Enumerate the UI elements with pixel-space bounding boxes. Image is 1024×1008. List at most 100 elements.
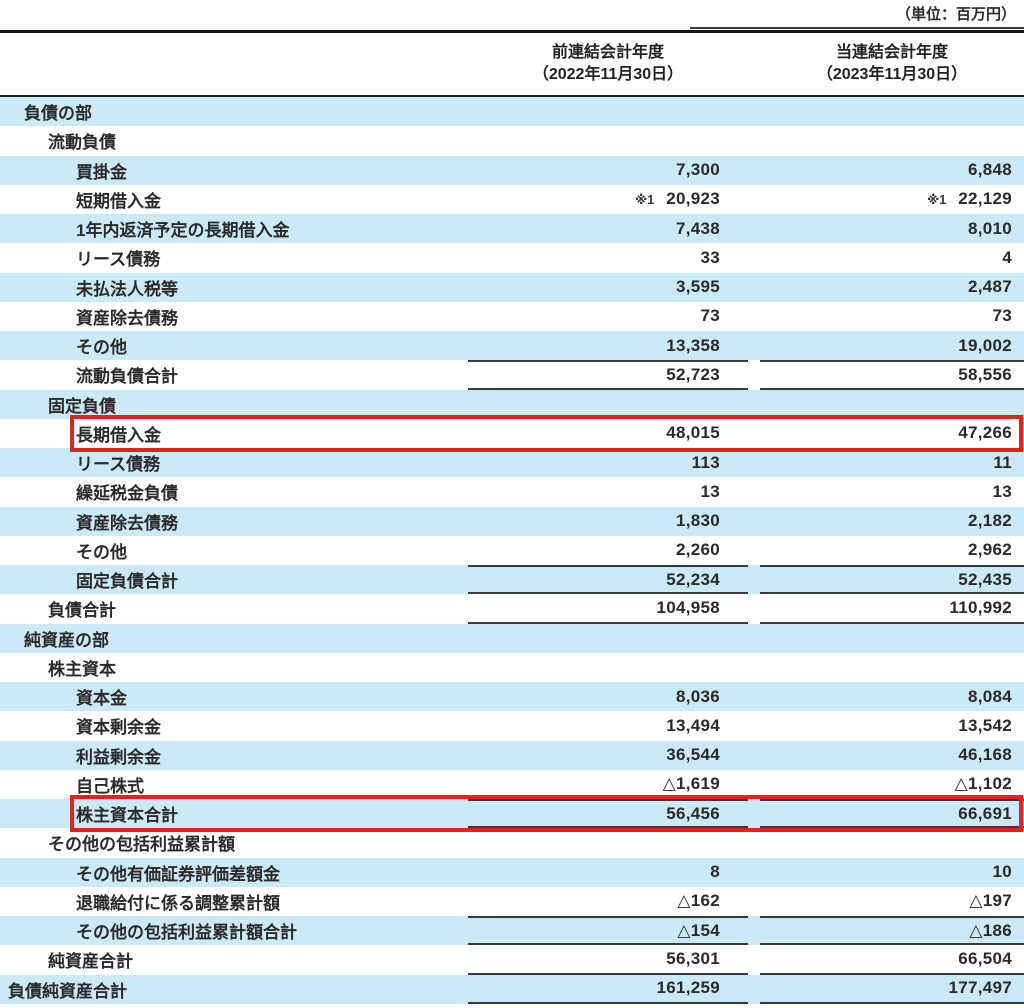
row-label: 固定負債合計 <box>76 572 178 592</box>
prior-value-cell <box>468 624 748 653</box>
prior-value-cell: 8,036 <box>468 682 748 711</box>
prior-value-cell: △154 <box>468 916 748 946</box>
prior-value: 48,015 <box>666 423 720 443</box>
current-value: 8,010 <box>967 218 1012 238</box>
prior-value-cell: 3,595 <box>468 273 748 302</box>
current-value-cell: 10 <box>760 858 1024 887</box>
table-row: 短期借入金 ※1 20,923 ※1 22,129 <box>0 185 1024 214</box>
current-value-cell: 19,002 <box>760 331 1024 360</box>
prior-value: 161,259 <box>656 978 720 998</box>
current-value: 13,542 <box>958 715 1012 735</box>
prior-value: 1,830 <box>675 511 720 531</box>
prior-value-cell <box>468 828 748 857</box>
prior-value-cell: 8 <box>468 858 748 887</box>
row-label: 長期借入金 <box>76 425 161 445</box>
prior-value-cell: 7,438 <box>468 214 748 243</box>
prior-value-cell: 113 <box>468 448 748 477</box>
current-value: 2,487 <box>967 277 1012 297</box>
prior-value-cell: 13,358 <box>468 331 748 360</box>
table-row: 株主資本合計 56,456 66,691 <box>0 794 1024 833</box>
current-value: 22,129 <box>958 189 1012 209</box>
row-label: 未払法人税等 <box>76 279 178 299</box>
prior-value-cell: 33 <box>468 243 748 272</box>
current-value: 2,962 <box>967 540 1012 560</box>
prior-value-cell: 56,301 <box>468 945 748 975</box>
current-value: 73 <box>992 306 1012 326</box>
row-label: 流動負債 <box>48 133 116 153</box>
prior-value: △154 <box>677 920 720 940</box>
prior-value: 8,036 <box>675 686 720 706</box>
current-value-cell: 73 <box>760 302 1024 331</box>
prior-value-cell <box>468 97 748 126</box>
current-value: 66,691 <box>958 803 1012 823</box>
table-row: 資産除去債務 1,830 2,182 <box>0 506 1024 536</box>
prior-value: 13,358 <box>666 335 720 355</box>
row-label: 流動負債合計 <box>76 367 178 387</box>
current-value-cell: 13,542 <box>760 711 1024 740</box>
table-row: 資本剰余金 13,494 13,542 <box>0 711 1024 740</box>
row-label: 退職給付に係る調整累計額 <box>76 893 280 913</box>
table-row: リース債務 33 4 <box>0 243 1024 272</box>
current-value-cell <box>760 97 1024 126</box>
column-header-prior-year: 前連結会計年度 （2022年11月30日） <box>468 42 748 85</box>
current-value-cell: 11 <box>760 448 1024 477</box>
unit-row: （単位：百万円） <box>0 0 1024 30</box>
prior-value: 20,923 <box>666 189 720 209</box>
row-label: その他有価証券評価差額金 <box>76 864 280 884</box>
prior-value-cell: 7,300 <box>468 156 748 185</box>
current-value: 177,497 <box>948 978 1012 998</box>
current-value-cell: 13 <box>760 477 1024 506</box>
column-header-current-year: 当連結会計年度 （2023年11月30日） <box>760 42 1024 85</box>
column-header-current-title: 当連結会計年度 <box>835 44 948 62</box>
row-label: 資本剰余金 <box>76 718 161 738</box>
current-value-cell: ※1 22,129 <box>760 185 1024 214</box>
column-header-current-date: （2023年11月30日） <box>816 66 968 83</box>
row-label: 株主資本 <box>48 659 116 679</box>
prior-value-cell: 56,456 <box>468 799 748 829</box>
current-value: 2,182 <box>967 511 1012 531</box>
table-row: 流動負債合計 52,723 58,556 <box>0 360 1024 390</box>
current-value-cell: 58,556 <box>760 360 1024 390</box>
current-value-cell: 110,992 <box>760 594 1024 624</box>
prior-value-cell: △162 <box>468 887 748 916</box>
current-value: 4 <box>1002 247 1012 267</box>
row-label: 繰延税金負債 <box>76 484 178 504</box>
table-row: その他 2,260 2,962 <box>0 536 1024 565</box>
prior-value: 7,438 <box>675 218 720 238</box>
row-label: 短期借入金 <box>76 191 161 211</box>
note-reference: ※1 <box>927 192 947 207</box>
prior-value: 7,300 <box>675 160 720 180</box>
current-value-cell <box>760 828 1024 857</box>
row-label: 自己株式 <box>76 776 144 796</box>
current-value-cell: 2,962 <box>760 536 1024 565</box>
row-label: 1年内返済予定の長期借入金 <box>76 221 290 241</box>
current-value: 11 <box>993 452 1012 472</box>
current-value-cell: 2,182 <box>760 507 1024 536</box>
prior-value: △162 <box>677 891 720 911</box>
row-label: 負債の部 <box>24 104 92 124</box>
row-label: 利益剰余金 <box>76 747 161 767</box>
current-value: 19,002 <box>958 335 1012 355</box>
row-label: 買掛金 <box>76 162 127 182</box>
current-value: 46,168 <box>958 745 1012 765</box>
prior-value-cell: 104,958 <box>468 594 748 624</box>
current-value-cell: 52,435 <box>760 565 1024 595</box>
table-row: 長期借入金 48,015 47,266 <box>0 414 1024 453</box>
table-row: その他の包括利益累計額 <box>0 828 1024 857</box>
row-label: 株主資本合計 <box>76 806 178 826</box>
current-value-cell: 66,504 <box>760 945 1024 975</box>
prior-value: 113 <box>691 452 720 472</box>
prior-value-cell: △1,619 <box>468 770 748 799</box>
row-label: 純資産の部 <box>24 630 109 650</box>
prior-value-cell: 13,494 <box>468 711 748 740</box>
prior-value: 104,958 <box>656 597 720 617</box>
table-row: 自己株式 △1,619 △1,102 <box>0 770 1024 799</box>
prior-value-cell <box>468 390 748 419</box>
table-row: 流動負債 <box>0 126 1024 155</box>
current-value-cell <box>760 390 1024 419</box>
table-row: リース債務 113 11 <box>0 448 1024 478</box>
current-value-cell <box>760 624 1024 653</box>
table-row: 純資産合計 56,301 66,504 <box>0 945 1024 975</box>
prior-value-cell <box>468 126 748 155</box>
prior-value: 13 <box>700 481 720 501</box>
